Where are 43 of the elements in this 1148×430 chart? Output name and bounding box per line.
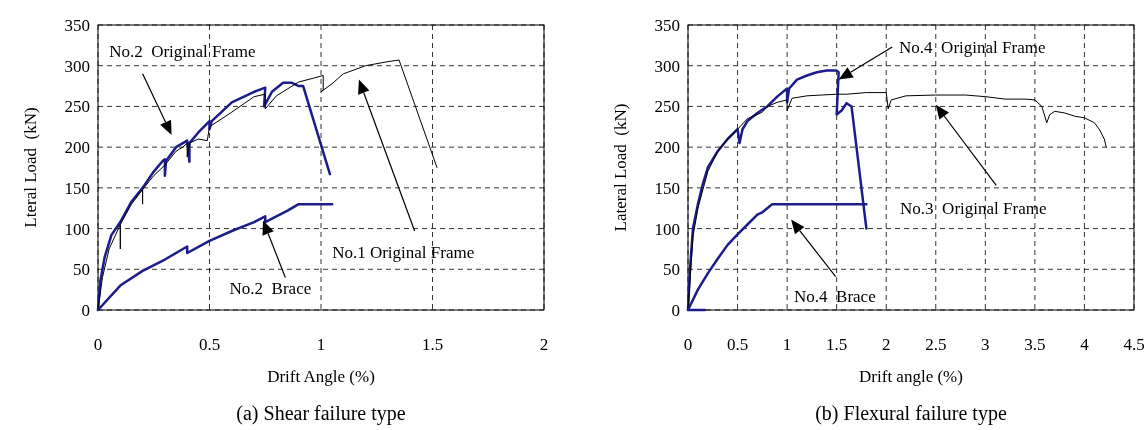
x-tick-label: 2 (881, 335, 891, 354)
y-tick-label: 250 (64, 97, 90, 117)
annotation: No.1 Original Frame (332, 242, 475, 262)
y-tick-label: 350 (64, 16, 90, 35)
x-tick-label: 2.5 (925, 335, 947, 354)
y-tick-label: 0 (671, 301, 680, 320)
annotation: No.3 Original Frame (900, 198, 1047, 218)
x-tick-label: 4.5 (1123, 335, 1145, 354)
annotation: No.4 Original Frame (899, 37, 1046, 57)
text: (a) Shear failure type (236, 402, 406, 425)
y-axis-title: Lateral Load (kN) (611, 103, 630, 232)
y-tick-label: 200 (654, 138, 680, 158)
x-tick-label: 4 (1080, 335, 1090, 354)
y-tick-label: 50 (73, 260, 90, 280)
x-tick-label: 1 (782, 335, 792, 354)
y-tick-label: 100 (654, 219, 680, 239)
y-tick-label: 100 (64, 219, 90, 239)
y-tick-label: 250 (654, 97, 680, 117)
y-tick-label: 150 (654, 178, 680, 198)
x-tick-label: 1.5 (826, 335, 848, 354)
y-tick-label: 0 (81, 301, 90, 320)
y-tick-label: 50 (663, 260, 680, 280)
x-tick-label: 0 (683, 335, 693, 354)
y-tick-label: 300 (64, 56, 90, 76)
x-axis-title: Drift angle (%) (859, 367, 963, 386)
annotation: No.4 Brace (794, 286, 876, 306)
x-axis-title: Drift Angle (%) (267, 367, 375, 386)
annotation: No.2 Original Frame (109, 41, 256, 61)
y-tick-label: 200 (64, 138, 90, 158)
x-tick-label: 0 (93, 335, 103, 354)
x-tick-label: 0.5 (198, 335, 221, 354)
x-tick-label: 0.5 (726, 335, 749, 354)
y-axis-title: Lteral Load (kN) (21, 107, 40, 228)
y-tick-label: 350 (654, 16, 680, 35)
x-tick-label: 1.5 (421, 335, 444, 354)
y-tick-label: 150 (64, 178, 90, 198)
x-tick-label: 3 (981, 335, 990, 354)
y-tick-label: 300 (654, 56, 680, 76)
text: (b) Flexural failure type (815, 402, 1007, 425)
annotation: No.2 Brace (229, 278, 312, 298)
x-tick-label: 3.5 (1024, 335, 1046, 354)
x-tick-label: 2 (539, 335, 549, 354)
x-tick-label: 1 (316, 335, 326, 354)
